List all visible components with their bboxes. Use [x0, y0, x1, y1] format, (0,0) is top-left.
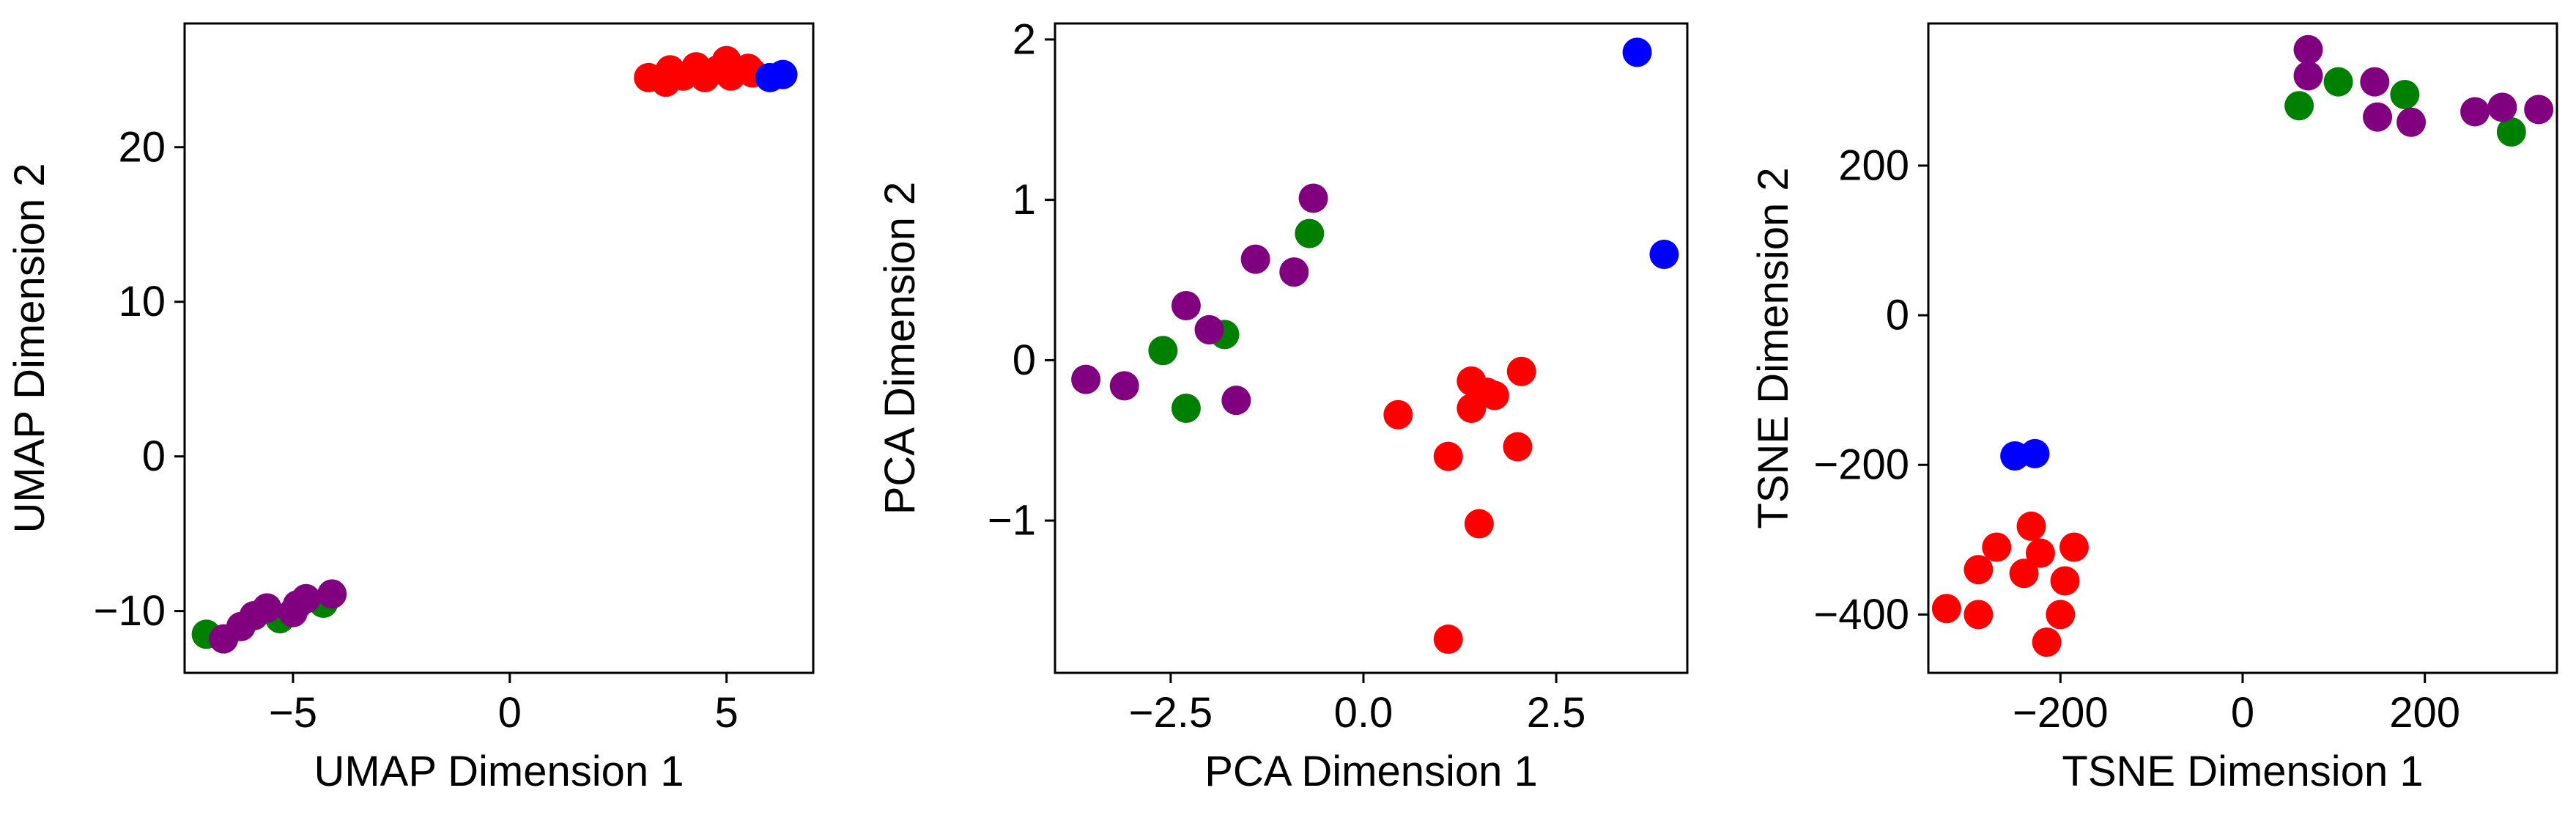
pca-point-red — [1503, 432, 1533, 462]
umap-panel: −5 0 5 −10 0 10 20 UMAP Dimension 1 UMAP Dimensi… — [6, 22, 815, 795]
pca-point-purple — [1298, 183, 1328, 213]
tsne-x-axis-label: TSNE Dimension 1 — [2062, 748, 2423, 795]
tsne-point-purple — [2293, 34, 2323, 65]
pca-point-purple — [1071, 364, 1101, 394]
pca-point-green — [1295, 218, 1325, 248]
tsne-point-purple — [2460, 97, 2490, 127]
umap-y-tick-label: −10 — [94, 587, 166, 635]
tsne-point-blue — [2020, 438, 2050, 468]
pca-point-red — [1479, 380, 1509, 410]
pca-x-axis-label: PCA Dimension 1 — [1204, 748, 1538, 795]
pca-point-purple — [1279, 257, 1309, 287]
tsne-point-red — [2059, 532, 2089, 562]
pca-point-purple — [1171, 291, 1201, 321]
pca-x-tick-label: 0.0 — [1334, 689, 1394, 737]
tsne-point-green — [2323, 67, 2353, 97]
tsne-point-purple — [2397, 107, 2427, 137]
tsne-point-purple — [2524, 95, 2554, 125]
tsne-point-red — [1964, 555, 1994, 585]
tsne-point-red — [2046, 600, 2076, 630]
tsne-point-red — [2016, 511, 2046, 541]
tsne-y-tick-label: −200 — [1813, 441, 1909, 489]
pca-y-tick-label: 2 — [1013, 15, 1036, 63]
tsne-x-tick-label: 0 — [2231, 689, 2254, 737]
umap-y-tick-label: 0 — [142, 432, 166, 480]
pca-point-green — [1171, 394, 1201, 424]
umap-point-blue — [768, 59, 798, 89]
pca-point-red — [1506, 356, 1536, 386]
tsne-x-tick-label: −200 — [2013, 689, 2109, 737]
pca-point-red — [1433, 441, 1463, 471]
tsne-point-purple — [2487, 92, 2517, 122]
pca-point-purple — [1194, 314, 1224, 344]
umap-x-axis-label: UMAP Dimension 1 — [314, 748, 684, 795]
tsne-point-red — [2009, 559, 2039, 589]
tsne-point-red — [2032, 627, 2062, 657]
umap-x-tick-label: 5 — [715, 689, 739, 737]
umap-point-purple — [291, 583, 321, 614]
pca-point-red — [1464, 509, 1494, 539]
tsne-point-purple — [2293, 61, 2323, 91]
umap-point-purple — [317, 579, 347, 609]
pca-x-tick-label: 2.5 — [1527, 689, 1586, 737]
tsne-point-red — [1982, 532, 2012, 562]
pca-panel: −2.5 0.0 2.5 −1 0 1 2 PCA Dimension 1 PCA Dimens… — [876, 15, 1689, 795]
umap-point-purple — [252, 593, 282, 623]
umap-x-tick-label: −5 — [269, 689, 317, 737]
tsne-panel: −200 0 200 −400 −200 0 200 TSNE Dimension 1 TSNE… — [1750, 22, 2558, 795]
tsne-point-green — [2284, 91, 2314, 121]
pca-point-blue — [1649, 240, 1679, 270]
umap-y-tick-label: 10 — [118, 278, 166, 325]
umap-y-tick-label: 20 — [118, 123, 166, 171]
umap-x-tick-label: 0 — [498, 689, 522, 737]
pca-point-purple — [1221, 386, 1251, 416]
umap-plot-frame — [183, 22, 815, 674]
pca-point-red — [1433, 624, 1463, 655]
tsne-y-tick-label: 0 — [1886, 292, 1909, 339]
pca-y-tick-label: 0 — [1013, 336, 1036, 384]
tsne-point-green — [2496, 117, 2526, 147]
tsne-y-tick-label: 200 — [1838, 141, 1909, 189]
pca-point-purple — [1109, 371, 1139, 401]
tsne-point-red — [1964, 600, 1994, 630]
tsne-point-purple — [2363, 102, 2393, 132]
tsne-point-red — [1931, 594, 1961, 624]
pca-y-tick-label: 1 — [1013, 176, 1036, 224]
tsne-x-tick-label: 200 — [2389, 689, 2460, 737]
tsne-point-red — [2050, 566, 2080, 596]
pca-y-tick-label: −1 — [988, 497, 1036, 545]
tsne-point-green — [2390, 79, 2420, 109]
tsne-point-red — [2025, 538, 2055, 568]
pca-point-purple — [1240, 244, 1270, 274]
tsne-point-purple — [2360, 67, 2390, 97]
pca-point-red — [1383, 399, 1413, 430]
pca-x-tick-label: −2.5 — [1129, 689, 1213, 737]
umap-y-axis-label: UMAP Dimension 2 — [6, 163, 53, 533]
pca-point-blue — [1622, 37, 1652, 67]
pca-point-green — [1148, 336, 1178, 366]
pca-y-axis-label: PCA Dimension 2 — [876, 182, 924, 515]
pca-plot-frame — [1054, 22, 1689, 674]
tsne-y-axis-label: TSNE Dimension 2 — [1750, 167, 1797, 528]
tsne-y-tick-label: −400 — [1813, 591, 1909, 638]
